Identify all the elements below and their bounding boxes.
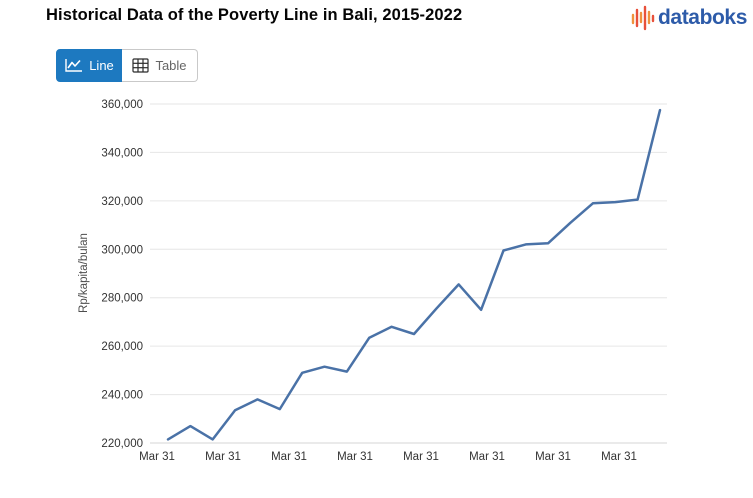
x-tick-label: Mar 31 — [139, 451, 175, 463]
poverty-line-series[interactable] — [166, 108, 662, 441]
line-chart-icon — [65, 59, 83, 72]
table-button-label: Table — [155, 58, 187, 73]
y-axis-title: Rp/kapita/bulan — [78, 233, 90, 313]
line-button-label: Line — [89, 58, 114, 73]
y-tick-label: 360,000 — [101, 99, 143, 111]
y-tick-label: 300,000 — [101, 244, 143, 256]
x-tick-label: Mar 31 — [271, 451, 307, 463]
table-view-button[interactable]: Table — [122, 49, 198, 82]
x-tick-label: Mar 31 — [205, 451, 241, 463]
line-view-button[interactable]: Line — [56, 49, 122, 82]
databoks-logo[interactable]: databoks — [631, 3, 747, 33]
x-tick-label: Mar 31 — [601, 451, 637, 463]
y-tick-label: 340,000 — [101, 147, 143, 159]
y-tick-label: 320,000 — [101, 196, 143, 208]
table-icon — [132, 58, 150, 73]
x-tick-label: Mar 31 — [469, 451, 505, 463]
y-tick-label: 280,000 — [101, 293, 143, 305]
page-title: Historical Data of the Poverty Line in B… — [46, 6, 463, 24]
y-tick-label: 220,000 — [101, 438, 143, 450]
databoks-logo-icon — [631, 5, 655, 31]
view-toggle: Line Table — [56, 49, 198, 82]
y-tick-label: 260,000 — [101, 341, 143, 353]
x-tick-label: Mar 31 — [403, 451, 439, 463]
x-tick-label: Mar 31 — [535, 451, 571, 463]
y-tick-label: 240,000 — [101, 390, 143, 402]
databoks-logo-text: databoks — [658, 6, 747, 29]
x-tick-label: Mar 31 — [337, 451, 373, 463]
